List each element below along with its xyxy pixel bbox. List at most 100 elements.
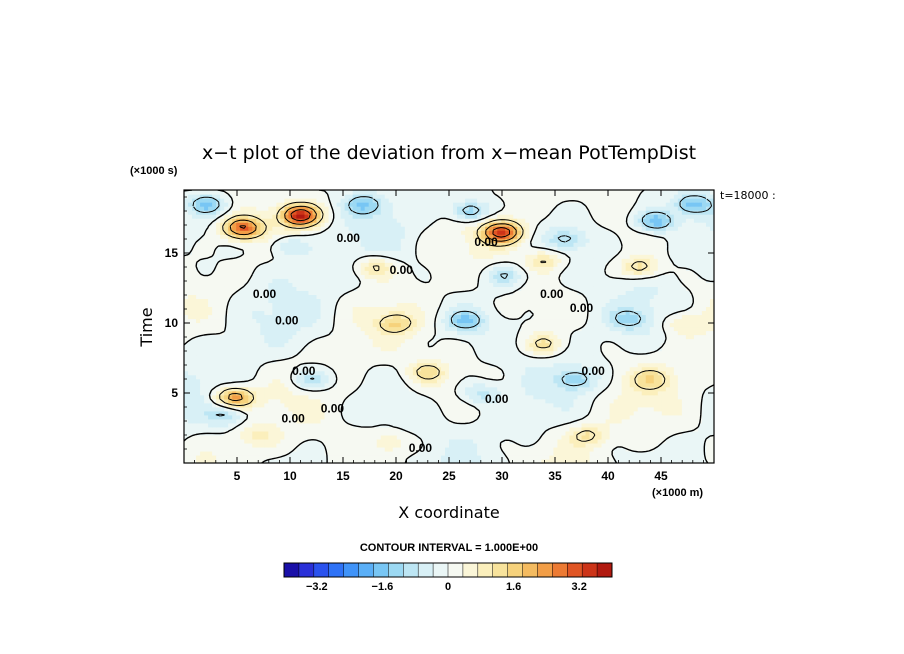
heatmap-cell bbox=[332, 426, 338, 432]
heatmap-cell bbox=[440, 350, 446, 356]
heatmap-cell bbox=[569, 398, 575, 404]
heatmap-cell bbox=[517, 426, 522, 432]
heatmap-cell bbox=[593, 454, 599, 460]
heatmap-cell bbox=[224, 414, 229, 420]
heatmap-cell bbox=[268, 450, 273, 456]
heatmap-cell bbox=[332, 346, 338, 352]
heatmap-cell bbox=[589, 350, 595, 356]
heatmap-cell bbox=[581, 442, 587, 448]
heatmap-cell bbox=[256, 334, 261, 340]
heatmap-cell bbox=[593, 362, 599, 368]
heatmap-cell bbox=[625, 378, 631, 384]
heatmap-cell bbox=[196, 406, 201, 412]
heatmap-cell bbox=[697, 402, 703, 408]
heatmap-cell bbox=[469, 442, 474, 448]
heatmap-cell bbox=[232, 434, 237, 440]
heatmap-cell bbox=[232, 438, 237, 444]
heatmap-cell bbox=[224, 402, 229, 408]
heatmap-cell bbox=[685, 454, 691, 460]
heatmap-cell bbox=[597, 406, 603, 412]
heatmap-cell bbox=[665, 374, 671, 380]
heatmap-cell bbox=[625, 314, 631, 320]
heatmap-cell bbox=[440, 386, 446, 392]
heatmap-cell bbox=[625, 398, 631, 404]
heatmap-cell bbox=[685, 398, 691, 404]
heatmap-cell bbox=[589, 422, 595, 428]
heatmap-cell bbox=[344, 310, 350, 316]
heatmap-cell bbox=[380, 426, 386, 432]
heatmap-cell bbox=[308, 342, 314, 348]
heatmap-cell bbox=[328, 350, 334, 356]
heatmap-cell bbox=[400, 370, 406, 376]
heatmap-cell bbox=[360, 358, 366, 364]
heatmap-cell bbox=[641, 370, 647, 376]
heatmap-cell bbox=[593, 442, 599, 448]
heatmap-cell bbox=[352, 382, 358, 388]
heatmap-cell bbox=[573, 430, 579, 436]
heatmap-cell bbox=[324, 430, 330, 436]
heatmap-cell bbox=[689, 338, 695, 344]
heatmap-cell bbox=[384, 338, 390, 344]
heatmap-cell bbox=[613, 326, 619, 332]
heatmap-cell bbox=[501, 366, 506, 372]
heatmap-cell bbox=[244, 310, 249, 316]
heatmap-cell bbox=[312, 390, 318, 396]
heatmap-cell bbox=[521, 450, 526, 456]
heatmap-cell bbox=[545, 370, 550, 376]
heatmap-cell bbox=[545, 398, 550, 404]
heatmap-cell bbox=[673, 430, 679, 436]
heatmap-cell bbox=[320, 442, 326, 448]
heatmap-cell bbox=[625, 326, 631, 332]
heatmap-cell bbox=[709, 374, 714, 380]
heatmap-cell bbox=[481, 354, 486, 360]
heatmap-cell bbox=[449, 402, 454, 408]
heatmap-cell bbox=[693, 438, 699, 444]
heatmap-cell bbox=[196, 398, 201, 404]
heatmap-cell bbox=[372, 350, 378, 356]
heatmap-cell bbox=[360, 362, 366, 368]
heatmap-cell bbox=[641, 366, 647, 372]
heatmap-cell bbox=[368, 342, 374, 348]
heatmap-cell bbox=[272, 414, 277, 420]
heatmap-cell bbox=[260, 394, 265, 400]
heatmap-cell bbox=[244, 374, 249, 380]
heatmap-cell bbox=[276, 402, 281, 408]
heatmap-cell bbox=[272, 362, 277, 368]
heatmap-cell bbox=[268, 390, 273, 396]
heatmap-cell bbox=[264, 442, 269, 448]
heatmap-cell bbox=[316, 334, 322, 340]
heatmap-cell bbox=[380, 314, 386, 320]
heatmap-cell bbox=[368, 334, 374, 340]
heatmap-cell bbox=[577, 390, 583, 396]
heatmap-cell bbox=[308, 366, 314, 372]
heatmap-cell bbox=[316, 330, 322, 336]
heatmap-cell bbox=[232, 334, 237, 340]
heatmap-cell bbox=[497, 438, 502, 444]
heatmap-cell bbox=[296, 410, 302, 416]
heatmap-cell bbox=[645, 326, 651, 332]
heatmap-cell bbox=[613, 366, 619, 372]
heatmap-cell bbox=[352, 414, 358, 420]
heatmap-cell bbox=[328, 418, 334, 424]
heatmap-cell bbox=[340, 394, 346, 400]
heatmap-cell bbox=[416, 406, 422, 412]
heatmap-cell bbox=[356, 430, 362, 436]
heatmap-cell bbox=[517, 438, 522, 444]
heatmap-cell bbox=[196, 338, 201, 344]
heatmap-cell bbox=[420, 382, 426, 388]
heatmap-cell bbox=[228, 334, 233, 340]
heatmap-cell bbox=[513, 418, 518, 424]
heatmap-cell bbox=[288, 398, 294, 404]
heatmap-cell bbox=[328, 342, 334, 348]
heatmap-cell bbox=[236, 330, 241, 336]
heatmap-cell bbox=[276, 394, 281, 400]
heatmap-cell bbox=[693, 334, 699, 340]
heatmap-cell bbox=[521, 330, 526, 336]
heatmap-cell bbox=[633, 338, 639, 344]
heatmap-cell bbox=[697, 334, 703, 340]
heatmap-cell bbox=[292, 330, 298, 336]
heatmap-cell bbox=[609, 370, 615, 376]
heatmap-cell bbox=[404, 378, 410, 384]
heatmap-cell bbox=[653, 414, 659, 420]
heatmap-cell bbox=[380, 402, 386, 408]
